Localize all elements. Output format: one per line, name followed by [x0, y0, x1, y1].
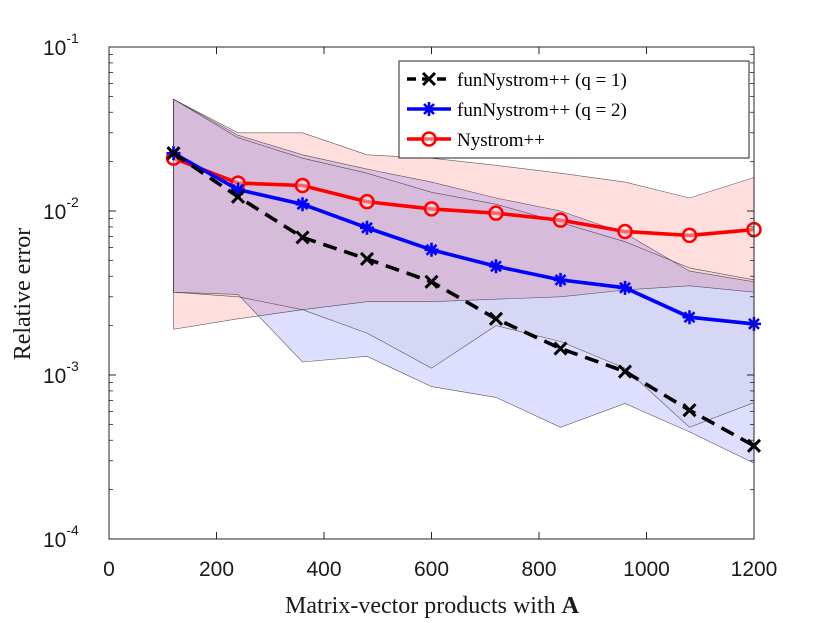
series-0-point-5 — [488, 311, 504, 326]
series-2-point-6 — [552, 212, 569, 228]
legend-marker-2 — [421, 131, 437, 147]
y-tick-label-3: 10-1 — [43, 30, 79, 60]
legend: funNystrom++ (q = 1) funNystrom++ (q = 2)… — [398, 60, 750, 159]
legend-box — [398, 60, 750, 159]
x-tick-label-3: 600 — [414, 558, 449, 581]
series-2 — [165, 150, 762, 244]
series-0-point-0 — [166, 146, 181, 161]
y-tick-label-1: 10-3 — [43, 358, 79, 388]
series-1-point-2 — [295, 197, 310, 212]
legend-label-1: funNystrom++ (q = 2) — [457, 100, 627, 121]
legend-marker-1 — [422, 102, 436, 116]
series-0-point-1 — [230, 189, 246, 204]
y-tick-label-2: 10-2 — [43, 194, 79, 224]
series-1-point-3 — [360, 220, 374, 235]
x-axis-title-matrix: A — [562, 593, 580, 619]
legend-entry-1: funNystrom++ (q = 2) — [407, 100, 627, 121]
series-0-point-2 — [295, 230, 310, 245]
series-0-point-6 — [553, 341, 568, 356]
series-0-point-8 — [682, 403, 697, 418]
x-axis-title-text: Matrix-vector products with — [285, 593, 556, 619]
x-tick-label-2: 400 — [306, 558, 341, 581]
axes: 0 200 400 600 800 1000 1200 10-4 10-3 10-2 10-1 — [43, 30, 777, 581]
x-tick-label-5: 1000 — [623, 558, 670, 581]
series-line-0 — [172, 151, 755, 448]
series-0 — [166, 146, 762, 453]
series-0-point-7 — [617, 364, 633, 379]
y-axis-title: Relative error — [10, 228, 36, 361]
series-1-point-5 — [489, 259, 503, 274]
legend-entry-2: Nystrom++ — [407, 130, 545, 151]
series-0-point-4 — [424, 274, 439, 289]
series-1-point-6 — [553, 272, 568, 287]
series-line-2 — [172, 156, 755, 238]
series-2-point-8 — [681, 227, 698, 244]
legend-entry-0: funNystrom++ (q = 1) — [407, 70, 627, 91]
x-axis-title: Matrix-vector products with A — [285, 593, 580, 619]
series-0-point-3 — [359, 251, 375, 267]
x-tick-label-0: 0 — [103, 558, 115, 581]
series-1-point-7 — [618, 280, 632, 295]
series-lines — [165, 146, 762, 453]
series-line-1 — [172, 151, 755, 326]
legend-label-2: Nystrom++ — [457, 130, 545, 151]
series-1-point-1 — [231, 182, 245, 197]
x-tick-label-4: 800 — [521, 558, 556, 581]
series-1-point-4 — [424, 242, 439, 257]
x-tick-label-1: 200 — [199, 558, 234, 581]
series-2-point-7 — [617, 223, 633, 240]
y-tick-label-0: 10-4 — [43, 522, 79, 552]
series-2-point-4 — [423, 201, 440, 217]
legend-marker-0 — [421, 71, 437, 87]
series-2-point-2 — [294, 177, 311, 194]
series-2-point-3 — [359, 193, 375, 210]
error-bands — [173, 98, 755, 464]
series-2-point-5 — [488, 205, 504, 221]
legend-label-0: funNystrom++ (q = 1) — [457, 70, 627, 91]
series-1-point-8 — [682, 310, 697, 325]
x-tick-label-6: 1200 — [731, 558, 778, 581]
